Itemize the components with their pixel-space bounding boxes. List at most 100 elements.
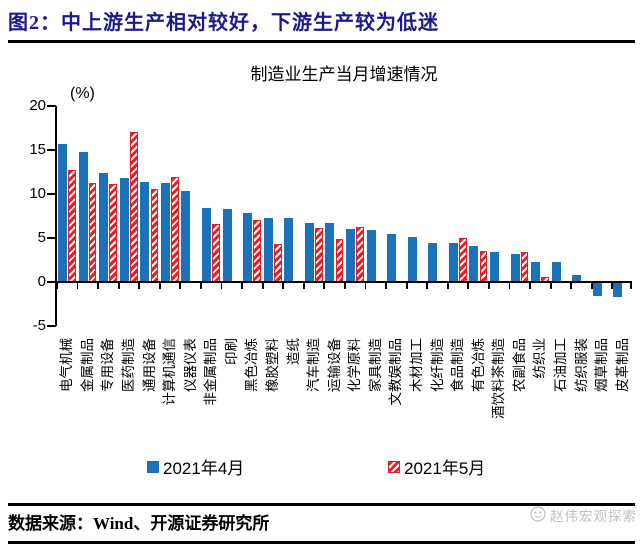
y-tick-mark (47, 281, 56, 283)
y-tick-label: 0 (37, 273, 46, 290)
data-source-note: 数据来源：Wind、开源证券研究所 (8, 514, 270, 533)
bar-april (284, 217, 294, 282)
x-tick-mark (570, 282, 573, 289)
x-tick-mark (467, 282, 470, 289)
figure-title: 图2：中上游生产相对较好，下游生产较为低迷 (8, 12, 439, 34)
bar-may (356, 226, 364, 282)
x-category-label: 金属制品 (79, 338, 95, 392)
x-tick-mark (97, 282, 99, 289)
x-category-label: 石油加工 (553, 338, 568, 392)
legend-swatch-solid (147, 460, 159, 473)
x-tick-mark (302, 282, 305, 289)
bar-april (448, 243, 458, 282)
x-category-label: 电气机械 (59, 338, 75, 392)
y-tick-mark (47, 105, 56, 107)
y-tick-mark (47, 237, 56, 239)
bar-april (510, 253, 520, 282)
x-tick-mark (405, 282, 408, 289)
y-tick-mark (47, 193, 56, 195)
x-tick-mark (220, 282, 223, 289)
bar-may (479, 251, 488, 282)
y-tick-label: -5 (32, 317, 46, 334)
bar-april (346, 229, 355, 282)
bar-chart: 制造业生产当月增速情况 (%) 2021年4月 2021年5月 20 15 10 5 0 -… (0, 48, 643, 496)
bar-may (274, 244, 282, 282)
plot-area (56, 106, 632, 326)
bar-may (459, 238, 467, 282)
x-tick-mark (117, 282, 120, 289)
bar-april (263, 217, 273, 282)
chart-legend: 2021年4月 2021年5月 (0, 454, 643, 480)
bar-may (68, 170, 76, 282)
x-tick-mark (158, 282, 161, 289)
bar-may (150, 188, 159, 282)
x-category-label: 专用设备 (100, 338, 116, 392)
bar-april (243, 213, 253, 282)
x-tick-mark (611, 282, 614, 289)
x-category-label: 农副食品 (511, 338, 527, 392)
x-tick-mark (385, 282, 387, 289)
x-category-label: 化学原料 (347, 338, 363, 392)
bar-april (140, 181, 150, 282)
x-tick-mark (76, 282, 79, 289)
legend-item-april: 2021年4月 (147, 454, 244, 479)
bar-april (551, 261, 561, 282)
y-axis-unit-label: (%) (70, 85, 95, 102)
x-category-label: 纺织业 (532, 338, 548, 379)
x-tick-mark (630, 282, 632, 289)
bar-april (387, 233, 397, 282)
x-category-label: 仪器仪表 (182, 338, 198, 392)
y-axis-line (54, 106, 57, 326)
x-category-label: 黑色冶炼 (244, 338, 260, 392)
legend-swatch-hatch (388, 460, 400, 473)
x-category-label: 家具制造 (367, 338, 383, 392)
bar-april (490, 252, 499, 282)
y-tick-mark (47, 325, 56, 327)
bar-april (119, 178, 129, 282)
bar-april (469, 245, 479, 282)
x-category-label: 木材加工 (409, 338, 424, 392)
x-category-label: 运输设备 (326, 338, 342, 392)
bar-april (531, 261, 541, 282)
x-category-label: 计算机通信 (162, 338, 178, 406)
x-category-label: 烟草制品 (594, 338, 610, 392)
x-tick-mark (549, 282, 552, 289)
y-tick-label: 5 (37, 229, 46, 246)
y-tick-mark (47, 149, 56, 151)
x-tick-mark (529, 282, 531, 289)
y-tick-label: 10 (29, 185, 46, 202)
chart-title: 制造业生产当月增速情况 (250, 65, 438, 84)
x-category-label: 印刷 (223, 338, 239, 365)
x-category-label: 造纸 (285, 338, 301, 365)
x-tick-mark (282, 282, 285, 289)
bar-may (171, 177, 179, 282)
x-tick-mark (446, 282, 449, 289)
bar-april (325, 223, 335, 282)
bar-may (253, 220, 262, 282)
bar-april (366, 230, 376, 282)
x-tick-mark (261, 282, 264, 289)
bar-may (130, 132, 138, 282)
x-category-label: 化纤制造 (429, 338, 445, 392)
x-tick-mark (590, 282, 593, 289)
x-tick-mark (241, 282, 243, 289)
x-category-label: 汽车制造 (306, 338, 322, 392)
bar-april (428, 243, 438, 282)
bar-april (572, 274, 582, 282)
bar-april (58, 143, 67, 282)
bar-may (335, 238, 344, 282)
x-tick-mark (200, 282, 202, 289)
legend-label: 2021年4月 (163, 459, 245, 478)
x-category-label: 橡胶塑料 (265, 338, 280, 392)
watermark: 赵伟宏观探索 (530, 505, 637, 525)
bar-april (592, 282, 602, 297)
x-tick-mark (138, 282, 141, 289)
x-tick-mark (488, 282, 490, 289)
x-category-label: 医药制造 (121, 338, 136, 392)
legend-item-may: 2021年5月 (388, 454, 485, 479)
bar-may (212, 223, 220, 282)
x-tick-mark (56, 282, 58, 289)
x-category-label: 非金属制品 (203, 338, 219, 406)
x-category-label: 有色冶炼 (470, 338, 486, 392)
